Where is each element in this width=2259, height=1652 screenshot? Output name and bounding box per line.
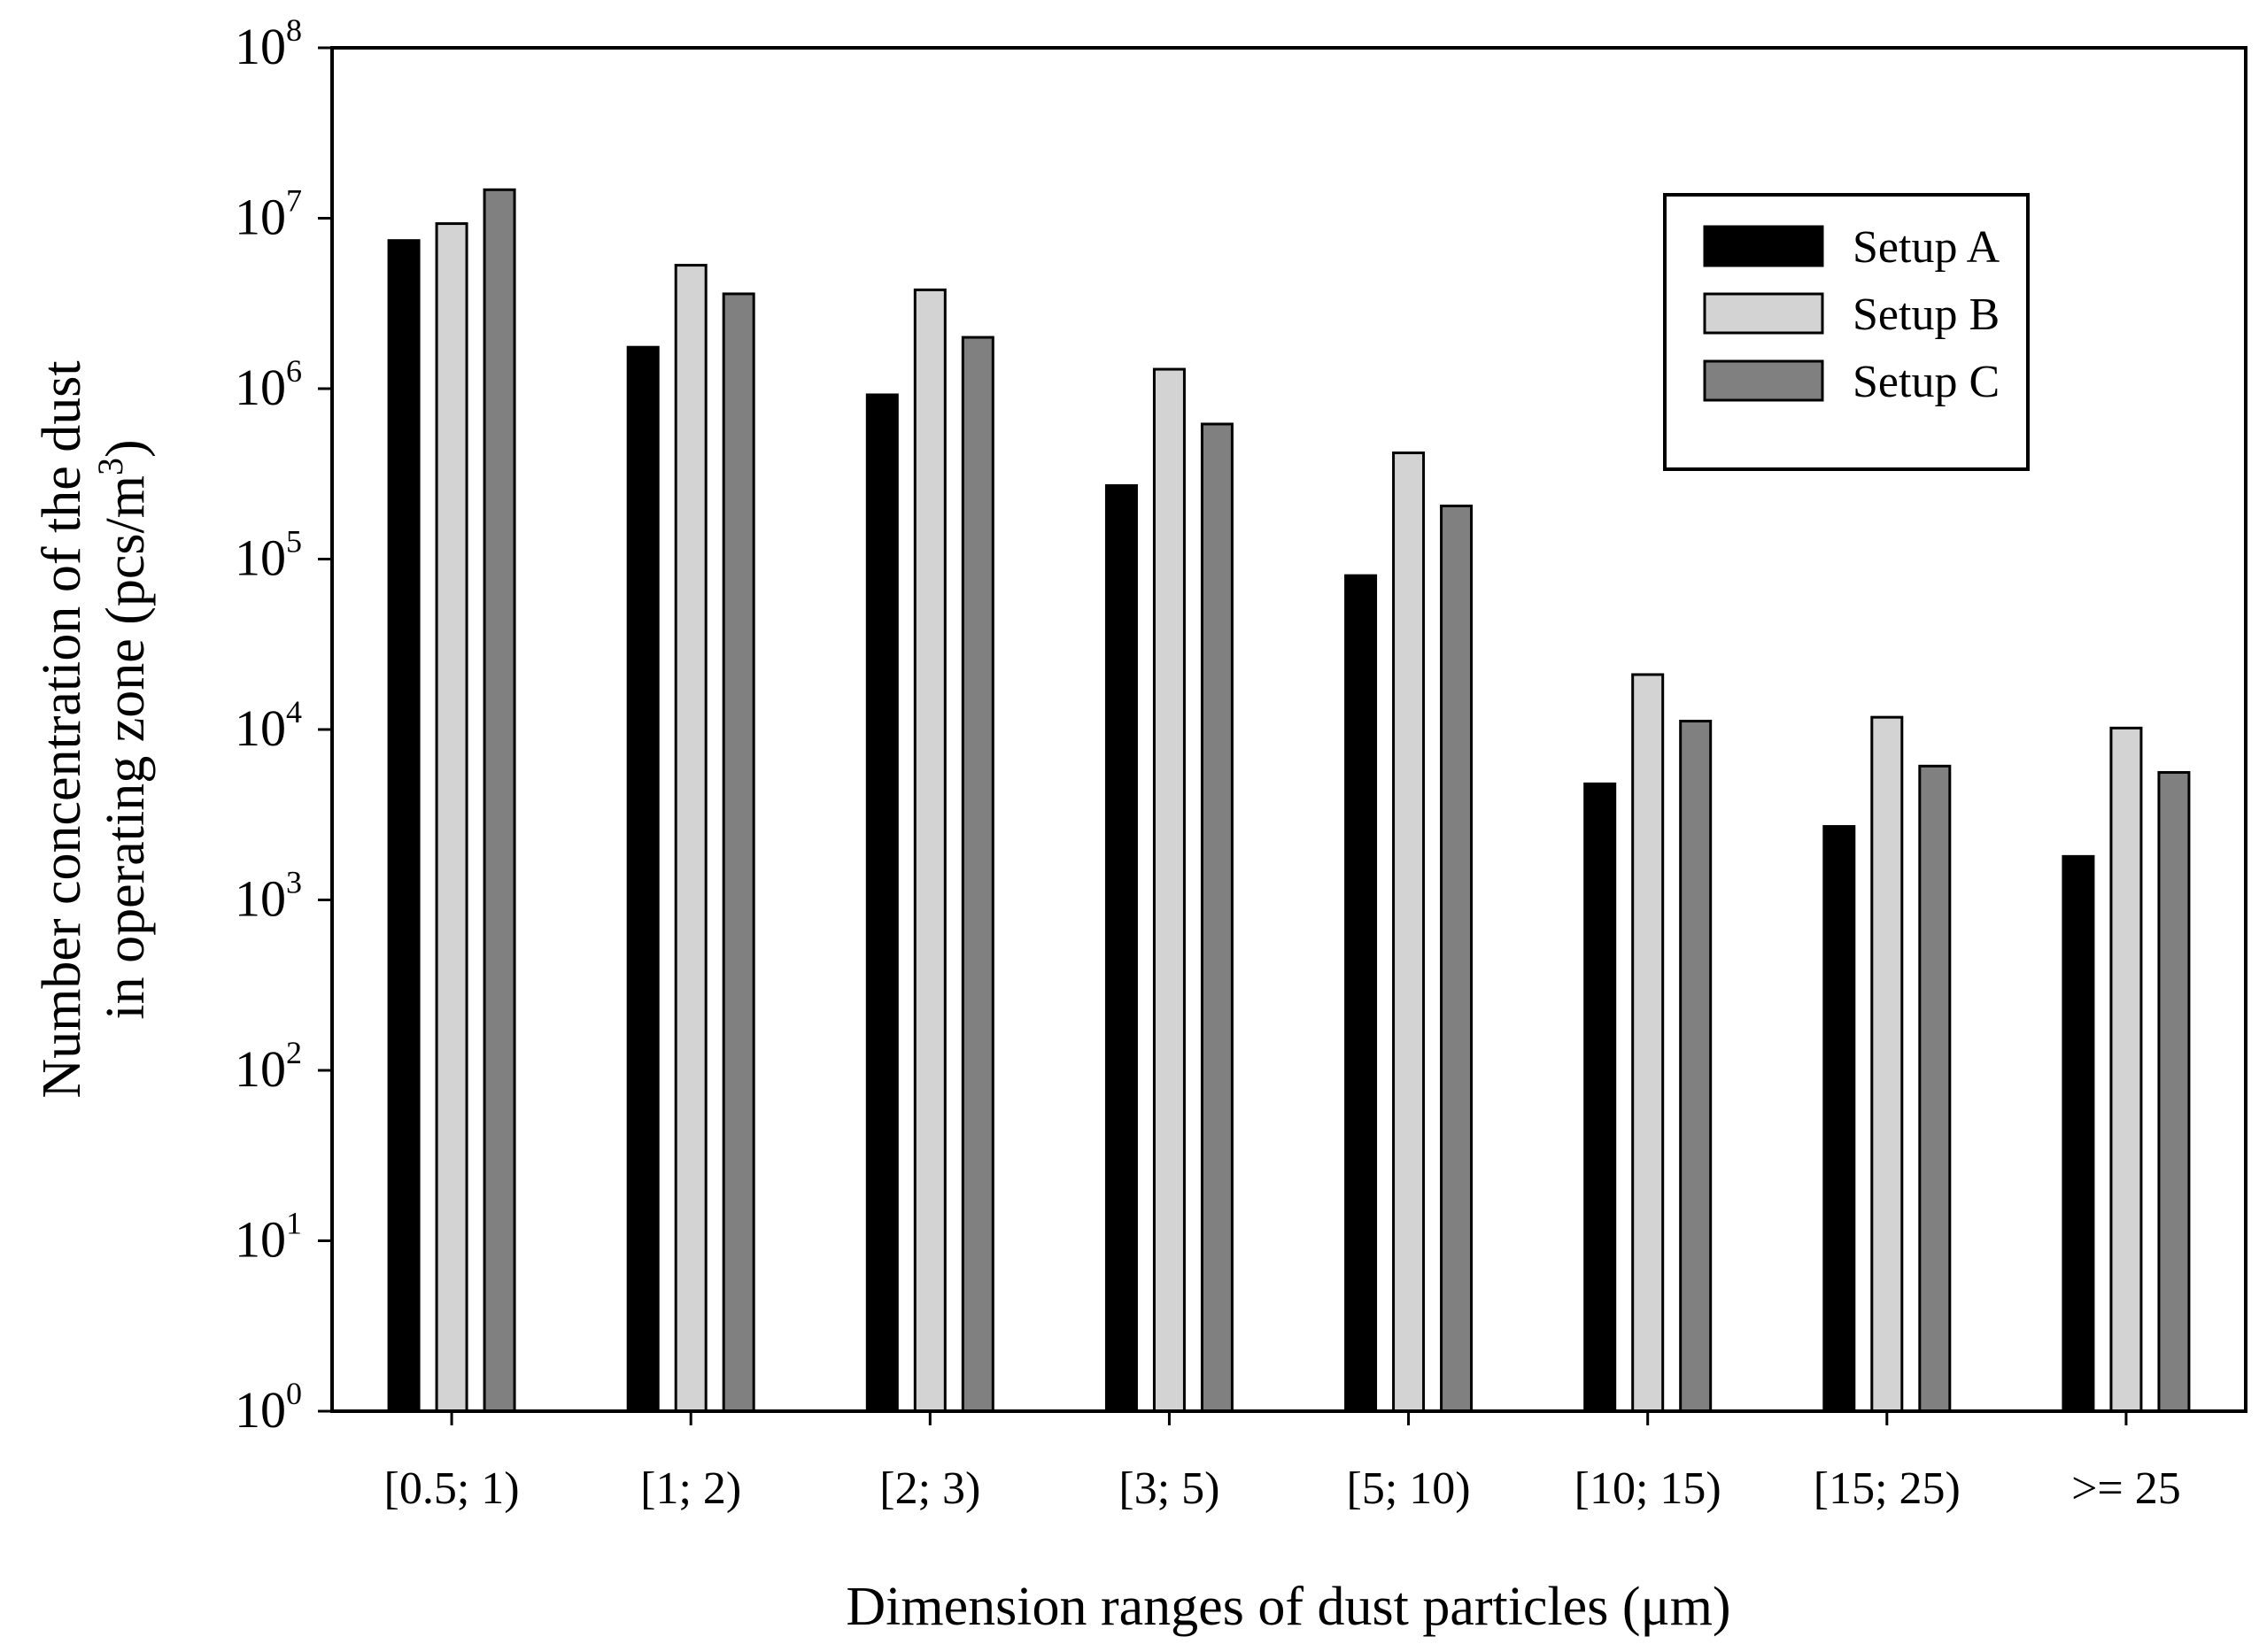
bar-setup-c-0 <box>483 188 516 1413</box>
bar-setup-b-5 <box>1631 673 1665 1413</box>
bar-setup-b-1 <box>674 264 708 1413</box>
bar-setup-a-7 <box>2062 854 2095 1413</box>
x-tick-label: [0.5; 1) <box>384 1463 520 1514</box>
bar-setup-a-6 <box>1822 824 1856 1413</box>
bar-setup-a-1 <box>626 345 660 1413</box>
y-tick-label: 108 <box>235 12 302 75</box>
bars-layer <box>387 188 2191 1413</box>
y-axis-title: Number concentration of the dust in oper… <box>32 360 156 1098</box>
bar-setup-c-6 <box>1918 764 1952 1413</box>
bar-setup-a-0 <box>387 239 421 1413</box>
legend-swatch-setup-c <box>1703 359 1824 402</box>
y-axis-title-line1: Number concentration of the dust <box>32 360 92 1098</box>
legend: Setup A Setup B Setup C <box>1663 193 2030 471</box>
x-tick-label: [1; 2) <box>640 1463 741 1514</box>
bar-setup-a-4 <box>1344 574 1378 1413</box>
bar-setup-c-5 <box>1679 720 1713 1413</box>
y-tick-label: 107 <box>235 183 302 246</box>
y-tick-label: 106 <box>235 353 302 416</box>
y-tick-label: 101 <box>235 1206 302 1269</box>
bar-setup-c-7 <box>2157 770 2191 1413</box>
bar-setup-c-3 <box>1200 422 1234 1413</box>
bar-setup-a-3 <box>1104 483 1138 1413</box>
bar-setup-a-5 <box>1583 782 1617 1413</box>
y-tick-label: 102 <box>235 1035 302 1098</box>
x-axis-title: Dimension ranges of dust particles (μm) <box>846 1577 1730 1637</box>
x-tick-label: [2; 3) <box>879 1463 980 1514</box>
bar-setup-a-2 <box>865 393 899 1413</box>
x-tick-label: [5; 10) <box>1347 1463 1471 1514</box>
legend-label: Setup B <box>1853 289 2000 340</box>
bar-setup-c-1 <box>722 292 755 1413</box>
bar-setup-b-2 <box>913 288 947 1413</box>
bar-setup-b-7 <box>2109 726 2143 1413</box>
y-tick-label: 104 <box>235 694 302 757</box>
bar-setup-c-4 <box>1440 504 1474 1413</box>
x-tick-label: [3; 5) <box>1118 1463 1219 1514</box>
legend-swatch-setup-a <box>1703 225 1824 267</box>
axes-layer: [0.5; 1) [1; 2) [2; 3) [3; 5) [5; 10) [10; 15… <box>235 12 2181 1514</box>
y-tick-label: 100 <box>235 1376 302 1439</box>
legend-label: Setup C <box>1853 357 2000 407</box>
x-tick-label: >= 25 <box>2071 1463 2181 1514</box>
y-tick-label: 105 <box>235 524 302 587</box>
bar-setup-b-0 <box>435 222 468 1413</box>
y-axis-title-line2: in operating zone (pcs/m3) <box>90 439 156 1019</box>
x-tick-label: [10; 15) <box>1574 1463 1721 1514</box>
bar-setup-b-6 <box>1870 715 1904 1413</box>
bar-setup-c-2 <box>961 336 994 1413</box>
bar-setup-b-4 <box>1392 452 1426 1413</box>
legend-label: Setup A <box>1853 222 2000 273</box>
y-tick-label: 103 <box>235 865 302 928</box>
x-tick-label: [15; 25) <box>1814 1463 1961 1514</box>
legend-swatch-setup-b <box>1703 292 1824 335</box>
bar-setup-b-3 <box>1152 367 1186 1413</box>
